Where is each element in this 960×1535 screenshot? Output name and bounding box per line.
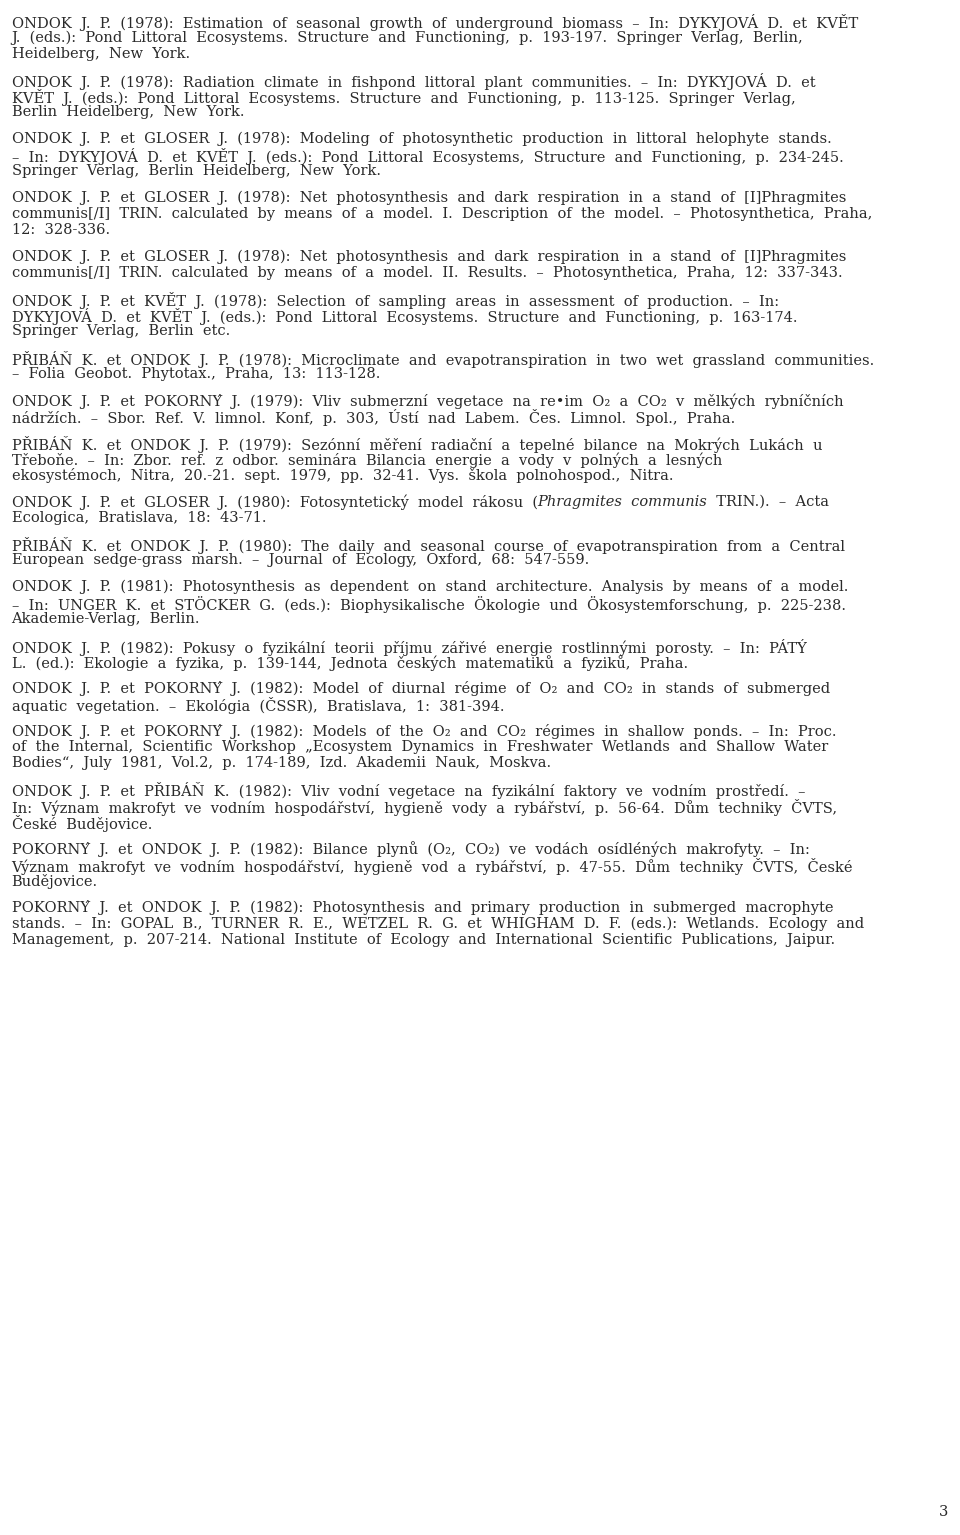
Text: ONDOK  J.  P.  et  GLOSER  J.  (1978):  Modeling  of  photosynthetic  production: ONDOK J. P. et GLOSER J. (1978): Modelin… (12, 132, 836, 146)
Text: Springer  Verlag,  Berlin  Heidelberg,  New  York.: Springer Verlag, Berlin Heidelberg, New … (12, 164, 380, 178)
Text: KVĚT  J.  (eds.):  Pond  Littoral  Ecosystems.  Structure  and  Functioning,  p.: KVĚT J. (eds.): Pond Littoral Ecosystems… (12, 89, 800, 106)
Text: ONDOK  J.  P.  et  POKORNÝ  J.  (1982):  Model  of  diurnal  régime  of  O₂  an: ONDOK J. P. et POKORNÝ J. (1982): Model… (12, 682, 834, 695)
Text: DYKYJOVÁ  D.  et  KVĚT  J.  (eds.):  Pond  Littoral  Ecosystems.  Structure  and: DYKYJOVÁ D. et KVĚT J. (eds.): Pond Litt… (12, 309, 802, 325)
Text: Budějovice.: Budějovice. (12, 873, 98, 889)
Text: J.  (eds.):  Pond  Littoral  Ecosystems.  Structure  and  Functioning,  p.  193-: J. (eds.): Pond Littoral Ecosystems. Str… (12, 31, 808, 45)
Text: ekosystémoch,  Nitra,  20.-21.  sept.  1979,  pp.  32-41.  Vys.  škola  polnohos: ekosystémoch, Nitra, 20.-21. sept. 1979,… (12, 468, 673, 484)
Text: Management,  p.  207-214.  National  Institute  of  Ecology  and  International : Management, p. 207-214. National Institu… (12, 933, 834, 947)
Text: –  In:  DYKYJOVÁ  D.  et  KVĚT  J.  (eds.):  Pond  Littoral  Ecosystems,  Struct: – In: DYKYJOVÁ D. et KVĚT J. (eds.): Pon… (12, 147, 848, 164)
Text: ONDOK  J.  P.  et  GLOSER  J.  (1978):  Net  photosynthesis  and  dark  respirat: ONDOK J. P. et GLOSER J. (1978): Net pho… (12, 190, 851, 204)
Text: European  sedge-grass  marsh.  –  Journal  of  Ecology,  Oxford,  68:  547-559.: European sedge-grass marsh. – Journal of… (12, 554, 588, 568)
Text: Berlin  Heidelberg,  New  York.: Berlin Heidelberg, New York. (12, 106, 244, 120)
Text: Ecologica,  Bratislava,  18:  43-71.: Ecologica, Bratislava, 18: 43-71. (12, 511, 266, 525)
Text: –  Folia  Geobot.  Phytotax.,  Praha,  13:  113-128.: – Folia Geobot. Phytotax., Praha, 13: 11… (12, 367, 380, 381)
Text: Význam  makrofyt  ve  vodním  hospodářství,  hygieně  vod  a  rybářství,  p.  47: Význam makrofyt ve vodním hospodářství, … (12, 858, 857, 875)
Text: communis[/I]  TRIN.  calculated  by  means  of  a  model.  I.  Description  of  : communis[/I] TRIN. calculated by means o… (12, 207, 876, 221)
Text: Bodies“,  July  1981,  Vol.2,  p.  174-189,  Izd.  Akademii  Nauk,  Moskva.: Bodies“, July 1981, Vol.2, p. 174-189, I… (12, 757, 551, 771)
Text: of  the  Internal,  Scientific  Workshop  „Ecosystem  Dynamics  in  Freshwater  : of the Internal, Scientific Workshop „Ec… (12, 740, 832, 754)
Text: In:  Význam  makrofyt  ve  vodním  hospodářství,  hygieně  vody  a  rybářství,  : In: Význam makrofyt ve vodním hospodářst… (12, 798, 841, 815)
Text: ONDOK  J.  P.  et  POKORNÝ  J.  (1982):  Models  of  the  O₂  and  CO₂  régimes: ONDOK J. P. et POKORNÝ J. (1982): Model… (12, 723, 841, 738)
Text: POKORNÝ  J.  et  ONDOK  J.  P.  (1982):  Bilance  plynů  (O₂,  CO₂)  ve  vodách: POKORNÝ J. et ONDOK J. P. (1982): Bilan… (12, 841, 814, 857)
Text: TRIN.).  –  Acta: TRIN.). – Acta (708, 494, 834, 508)
Text: České  Budějovice.: České Budějovice. (12, 815, 152, 832)
Text: ONDOK  J.  P.  (1978):  Estimation  of  seasonal  growth  of  underground  bioma: ONDOK J. P. (1978): Estimation of season… (12, 14, 862, 31)
Text: ONDOK  J.  P.  et  KVĚT  J.  (1978):  Selection  of  sampling  areas  in  assess: ONDOK J. P. et KVĚT J. (1978): Selection… (12, 292, 783, 309)
Text: ONDOK  J.  P.  (1978):  Radiation  climate  in  fishpond  littoral  plant  commu: ONDOK J. P. (1978): Radiation climate in… (12, 72, 820, 91)
Text: L.  (ed.):  Ekologie  a  fyzika,  p.  139-144,  Jednota  českých  matematiků  a : L. (ed.): Ekologie a fyzika, p. 139-144,… (12, 655, 687, 671)
Text: Třeboňe.  –  In:  Zbor.  ref.  z  odbor.  seminára  Bilancia  energie  a  vody  : Třeboňe. – In: Zbor. ref. z odbor. semin… (12, 451, 727, 468)
Text: PŘIBÁŇ  K.  et  ONDOK  J.  P.  (1979):  Sezónní  měření  radiační  a  tepelné  b: PŘIBÁŇ K. et ONDOK J. P. (1979): Sezónní… (12, 436, 827, 453)
Text: 12:  328-336.: 12: 328-336. (12, 223, 109, 236)
Text: ONDOK  J.  P.  et  POKORNÝ  J.  (1979):  Vliv  submerzní  vegetace  na  re•im  : ONDOK J. P. et POKORNÝ J. (1979): Vliv … (12, 393, 848, 408)
Text: Phragmites  communis: Phragmites communis (538, 494, 708, 508)
Text: Akademie-Verlag,  Berlin.: Akademie-Verlag, Berlin. (12, 612, 200, 626)
Text: Springer  Verlag,  Berlin  etc.: Springer Verlag, Berlin etc. (12, 324, 229, 338)
Text: aquatic  vegetation.  –  Ekológia  (ČSSR),  Bratislava,  1:  381-394.: aquatic vegetation. – Ekológia (ČSSR), B… (12, 697, 504, 714)
Text: ONDOK  J.  P.  et  GLOSER  J.  (1978):  Net  photosynthesis  and  dark  respirat: ONDOK J. P. et GLOSER J. (1978): Net pho… (12, 249, 851, 264)
Text: ONDOK  J.  P.  (1981):  Photosynthesis  as  dependent  on  stand  architecture. : ONDOK J. P. (1981): Photosynthesis as de… (12, 580, 852, 594)
Text: PŘIBÁŇ  K.  et  ONDOK  J.  P.  (1978):  Microclimate  and  evapotranspiration  i: PŘIBÁŇ K. et ONDOK J. P. (1978): Microcl… (12, 350, 878, 368)
Text: nádržích.  –  Sbor.  Ref.  V.  limnol.  Konf,  p.  303,  Ústí  nad  Labem.  Čes.: nádržích. – Sbor. Ref. V. limnol. Konf, … (12, 410, 734, 427)
Text: POKORNÝ  J.  et  ONDOK  J.  P.  (1982):  Photosynthesis  and  primary  producti: POKORNÝ J. et ONDOK J. P. (1982): Photo… (12, 900, 838, 915)
Text: ONDOK  J.  P.  (1982):  Pokusy  o  fyzikální  teorii  příjmu  zářivé  energie  r: ONDOK J. P. (1982): Pokusy o fyzikální t… (12, 639, 811, 655)
Text: 3: 3 (939, 1504, 948, 1520)
Text: ONDOK  J.  P.  et  PŘIBÁŇ  K.  (1982):  Vliv  vodní  vegetace  na  fyzikální  fa: ONDOK J. P. et PŘIBÁŇ K. (1982): Vliv vo… (12, 783, 809, 800)
Text: Heidelberg,  New  York.: Heidelberg, New York. (12, 46, 190, 60)
Text: –  In:  UNGER  K.  et  STÖCKER  G.  (eds.):  Biophysikalische  Ökologie  und  Ök: – In: UNGER K. et STÖCKER G. (eds.): Bio… (12, 596, 851, 612)
Text: communis[/I]  TRIN.  calculated  by  means  of  a  model.  II.  Results.  –  Pho: communis[/I] TRIN. calculated by means o… (12, 266, 842, 279)
Text: PŘIBÁŇ  K.  et  ONDOK  J.  P.  (1980):  The  daily  and  seasonal  course  of  e: PŘIBÁŇ K. et ONDOK J. P. (1980): The dai… (12, 537, 850, 554)
Text: ONDOK  J.  P.  et  GLOSER  J.  (1980):  Fotosyntetický  model  rákosu  (: ONDOK J. P. et GLOSER J. (1980): Fotosyn… (12, 494, 538, 510)
Text: stands.  –  In:  GOPAL  B.,  TURNER  R.  E.,  WETZEL  R.  G.  et  WHIGHAM  D.  F: stands. – In: GOPAL B., TURNER R. E., WE… (12, 916, 868, 930)
